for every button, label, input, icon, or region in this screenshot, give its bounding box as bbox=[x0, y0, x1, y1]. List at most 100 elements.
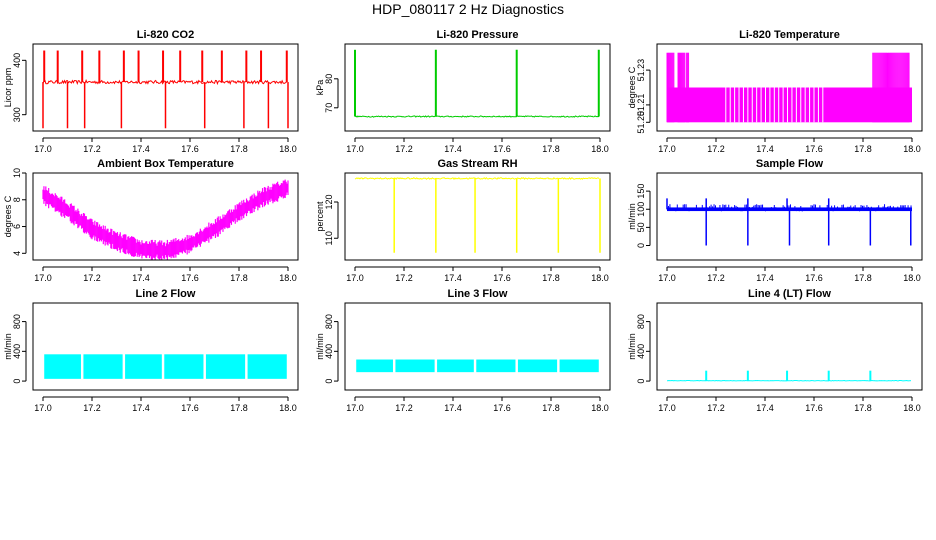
y-tick-label: 0 bbox=[12, 379, 22, 384]
y-tick-label: 4 bbox=[12, 251, 22, 256]
x-tick-label: 17.8 bbox=[230, 273, 248, 283]
plot-frame bbox=[656, 172, 923, 261]
chart-title: Sample Flow bbox=[756, 158, 824, 170]
series-band bbox=[476, 359, 516, 373]
series-band bbox=[559, 359, 599, 373]
y-tick-label: 400 bbox=[12, 344, 22, 359]
y-axis-label: degrees C bbox=[627, 66, 637, 108]
plot-frame bbox=[344, 302, 611, 391]
y-tick-label: 50 bbox=[636, 222, 646, 232]
chart-pressure: Li-820 Pressure kPa 17.0 17.2 17.4 17.6 17.8 18… bbox=[315, 29, 611, 154]
y-tick-label: 110 bbox=[324, 231, 334, 245]
y-tick-label: 0 bbox=[636, 243, 646, 248]
y-tick-label: 400 bbox=[636, 344, 646, 359]
series-band bbox=[395, 359, 435, 373]
chart-title: Li-820 Temperature bbox=[739, 29, 840, 41]
chart-title: Li-820 CO2 bbox=[137, 29, 194, 41]
x-tick-label: 17.6 bbox=[805, 273, 823, 283]
x-tick-label: 17.8 bbox=[854, 144, 872, 154]
data-series bbox=[666, 370, 912, 382]
x-tick-label: 17.2 bbox=[707, 144, 725, 154]
plot-frame bbox=[656, 302, 923, 391]
y-tick-label: 300 bbox=[12, 107, 22, 122]
x-tick-label: 17.4 bbox=[444, 403, 462, 413]
x-tick-label: 17.4 bbox=[756, 144, 774, 154]
series-band bbox=[83, 354, 123, 379]
series-band bbox=[44, 354, 81, 379]
x-tick-label: 17.2 bbox=[395, 273, 413, 283]
y-axis-label: kPa bbox=[315, 80, 325, 96]
y-tick-label: 400 bbox=[324, 344, 334, 359]
chart-title: Gas Stream RH bbox=[437, 158, 517, 170]
plot-frame bbox=[32, 43, 299, 132]
data-series bbox=[666, 52, 912, 123]
x-tick-label: 17.8 bbox=[542, 273, 560, 283]
x-tick-label: 17.8 bbox=[230, 403, 248, 413]
y-axis-label: percent bbox=[315, 201, 325, 232]
x-tick-label: 17.2 bbox=[395, 144, 413, 154]
x-tick-label: 18.0 bbox=[591, 144, 609, 154]
x-tick-label: 17.4 bbox=[444, 273, 462, 283]
x-tick-label: 17.2 bbox=[83, 144, 101, 154]
y-tick-label: 6 bbox=[12, 224, 22, 229]
x-tick-label: 18.0 bbox=[279, 273, 297, 283]
y-tick-label: 0 bbox=[636, 379, 646, 384]
series-band bbox=[164, 354, 204, 379]
series-line bbox=[354, 176, 600, 181]
x-tick-label: 18.0 bbox=[903, 403, 921, 413]
y-tick-label: 51.20 bbox=[636, 111, 646, 134]
series-band bbox=[247, 354, 287, 379]
chart-sample-flow: Sample Flow ml/min 17.0 17.2 17.4 17.6 17.8 18.… bbox=[627, 158, 923, 283]
x-tick-label: 17.6 bbox=[493, 273, 511, 283]
data-series bbox=[44, 354, 287, 379]
y-tick-label: 51.23 bbox=[636, 59, 646, 82]
data-series bbox=[666, 198, 912, 246]
series-band bbox=[205, 354, 246, 379]
y-axis-label: ml/min bbox=[627, 203, 637, 230]
plot-frame bbox=[32, 302, 299, 391]
x-tick-label: 17.6 bbox=[181, 273, 199, 283]
chart-line3: Line 3 Flow ml/min 17.0 17.2 17.4 17.6 17.8 18.… bbox=[315, 288, 611, 413]
x-tick-label: 17.8 bbox=[854, 403, 872, 413]
y-tick-label: 51.21 bbox=[636, 94, 646, 117]
x-tick-label: 17.0 bbox=[346, 273, 364, 283]
chart-title: Line 3 Flow bbox=[448, 288, 508, 300]
series-band bbox=[125, 354, 162, 379]
chart-title: Ambient Box Temperature bbox=[97, 158, 234, 170]
x-tick-label: 17.4 bbox=[756, 273, 774, 283]
x-tick-label: 18.0 bbox=[279, 144, 297, 154]
y-tick-label: 120 bbox=[324, 194, 334, 209]
y-axis-label: ml/min bbox=[627, 333, 637, 360]
y-axis-label: degrees C bbox=[3, 195, 13, 237]
y-tick-label: 800 bbox=[12, 314, 22, 329]
data-series bbox=[354, 49, 600, 118]
x-tick-label: 17.2 bbox=[707, 403, 725, 413]
x-tick-label: 17.8 bbox=[542, 403, 560, 413]
y-tick-label: 800 bbox=[324, 314, 334, 329]
x-tick-label: 17.6 bbox=[181, 403, 199, 413]
plot-frame bbox=[32, 172, 299, 261]
series-band bbox=[437, 359, 474, 373]
page-title: HDP_080117 2 Hz Diagnostics bbox=[372, 1, 564, 17]
x-tick-label: 17.0 bbox=[658, 273, 676, 283]
x-tick-label: 17.4 bbox=[132, 273, 150, 283]
x-tick-label: 18.0 bbox=[903, 273, 921, 283]
chart-title: Li-820 Pressure bbox=[437, 29, 519, 41]
y-tick-label: 800 bbox=[636, 314, 646, 329]
y-axis-label: ml/min bbox=[315, 333, 325, 360]
data-series bbox=[42, 179, 289, 260]
x-tick-label: 17.8 bbox=[542, 144, 560, 154]
x-tick-label: 17.0 bbox=[34, 144, 52, 154]
series-band bbox=[517, 359, 558, 373]
x-tick-label: 17.4 bbox=[132, 403, 150, 413]
y-axis-label: ml/min bbox=[3, 333, 13, 360]
data-series bbox=[354, 176, 601, 253]
chart-title: Line 2 Flow bbox=[136, 288, 196, 300]
x-tick-label: 18.0 bbox=[591, 273, 609, 283]
x-tick-label: 17.4 bbox=[132, 144, 150, 154]
plot-frame bbox=[344, 172, 611, 261]
series-line bbox=[354, 115, 600, 118]
chart-box-temp: Ambient Box Temperature degrees C 17.0 17.2… bbox=[3, 158, 299, 283]
data-series bbox=[356, 359, 599, 373]
x-tick-label: 17.6 bbox=[181, 144, 199, 154]
